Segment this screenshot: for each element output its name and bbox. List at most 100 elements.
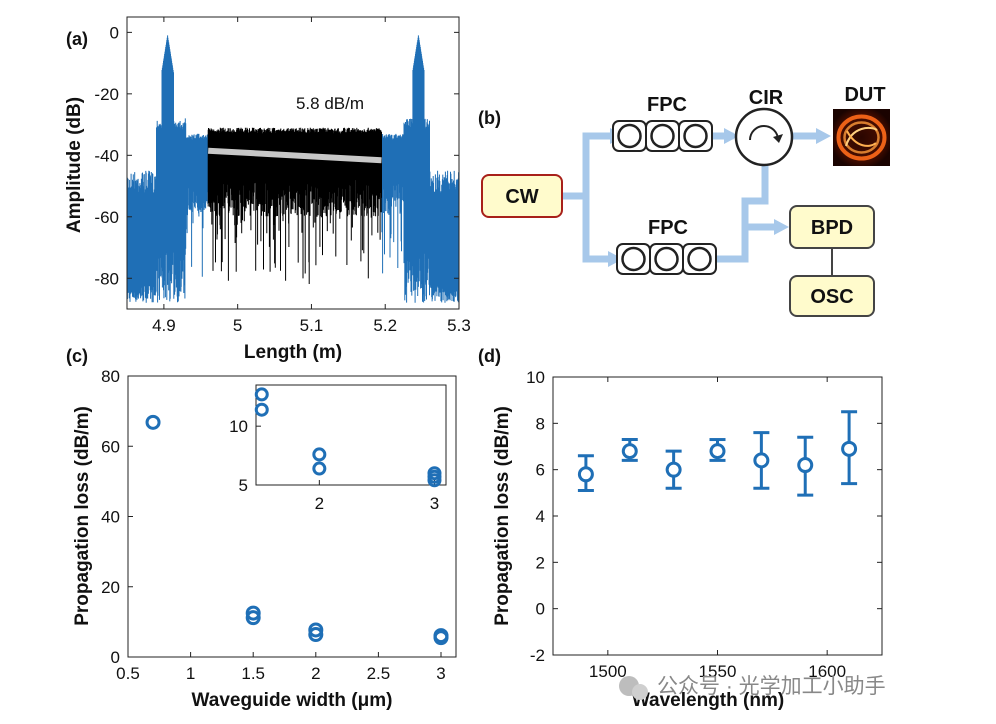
circulator-arrow-icon — [773, 134, 783, 143]
data-point — [665, 461, 682, 478]
bpd-label: BPD — [811, 217, 853, 239]
data-point — [145, 414, 161, 430]
x-axis-label-d: Wavelength (nm) — [632, 690, 784, 711]
x-tick-label: 1550 — [699, 662, 737, 681]
dut-label: DUT — [844, 84, 885, 106]
circulator-icon — [734, 107, 794, 167]
fiber-cw-to-fpc-bottom — [558, 192, 615, 263]
x-tick-label: 5.1 — [300, 316, 324, 335]
y-axis-label-d: Propagation loss (dB/m) — [492, 406, 513, 626]
y-tick-label: -20 — [94, 85, 119, 104]
y-tick-label: 5 — [239, 476, 248, 495]
x-tick-label: 1 — [186, 664, 195, 683]
fpc-top-paddles — [612, 120, 713, 152]
x-tick-label: 5.3 — [447, 316, 471, 335]
panel-b-setup: (b) CW FPC — [478, 84, 890, 317]
data-point — [753, 452, 770, 469]
reflection-trace-line — [127, 35, 459, 303]
data-point — [308, 622, 324, 638]
panel-c-label: (c) — [66, 346, 88, 366]
loss-annotation: 5.8 dB/m — [296, 94, 364, 113]
y-tick-label: 10 — [526, 368, 545, 387]
x-tick-label: 0.5 — [116, 664, 140, 683]
x-tick-label: 2 — [315, 494, 324, 513]
fiber-cw-to-fpc-top — [558, 132, 617, 200]
x-tick-label: 5.2 — [373, 316, 397, 335]
y-axis-label-c: Propagation loss (dB/m) — [72, 406, 93, 626]
watermark-text: 公众号 · 光学加工小助手 — [657, 675, 886, 698]
data-point — [245, 610, 261, 626]
inset-data-point — [312, 461, 327, 476]
watermark: 公众号 · 光学加工小助手 — [619, 675, 886, 700]
panel-b-label: (b) — [478, 108, 501, 128]
cw-label: CW — [505, 186, 538, 208]
y-tick-label: -2 — [530, 646, 545, 665]
y-tick-label: 10 — [229, 417, 248, 436]
x-tick-label: 1600 — [808, 662, 846, 681]
panel-a-label: (a) — [66, 29, 88, 49]
fiber-paths — [558, 132, 824, 263]
y-tick-label: 40 — [101, 508, 120, 527]
fiber-cir-to-bpd-and-fpc-bottom — [712, 160, 769, 263]
inset-data-point — [427, 473, 442, 488]
inset-data-point — [254, 402, 269, 417]
circulator-arc-icon — [749, 125, 779, 141]
inset-frame — [255, 384, 447, 486]
x-tick-label: 3 — [436, 664, 445, 683]
arrow-to-bpd — [774, 219, 789, 235]
arrow-to-cir — [724, 128, 739, 144]
y-tick-label: 0 — [110, 23, 119, 42]
inset-data-point — [312, 447, 327, 462]
y-tick-label: 80 — [101, 367, 120, 386]
y-tick-label: 60 — [101, 437, 120, 456]
axes-frame-a — [126, 16, 460, 310]
panel-d: (d) 1500 1550 1600 -2 0 2 4 6 8 10 Wavelength (nm… — [478, 346, 883, 711]
fpc-bottom-paddles — [616, 243, 717, 275]
x-tick-label: 1500 — [589, 662, 627, 681]
osc-label: OSC — [810, 286, 853, 308]
data-point — [797, 457, 814, 474]
y-tick-label: 20 — [101, 578, 120, 597]
data-point — [841, 440, 858, 457]
x-axis-label-c: Waveguide width (μm) — [192, 690, 393, 711]
inset-data-point — [254, 387, 269, 402]
y-tick-label: -80 — [94, 269, 119, 288]
panel-c: (c) 0.5 1 1.5 2 2.5 3 0 20 40 60 80 2 3 5 10 Waveguid… — [66, 346, 457, 711]
panel-a: (a) 4.9 5 5.1 5.2 5.30-20-40-60-80 5.8 dB/m … — [64, 16, 471, 363]
data-point — [245, 605, 261, 621]
y-tick-label: 4 — [536, 507, 545, 526]
cir-label: CIR — [749, 87, 784, 109]
x-tick-label: 2.5 — [367, 664, 391, 683]
x-tick-label: 3 — [430, 494, 439, 513]
osc-box — [789, 275, 875, 317]
fpc-bottom-label: FPC — [648, 217, 688, 239]
axes-frame-d — [552, 376, 883, 656]
y-axis-label-a: Amplitude (dB) — [64, 97, 85, 233]
cw-laser-box — [481, 174, 563, 218]
data-point — [308, 627, 324, 643]
data-point — [577, 466, 594, 483]
fpc-top-label: FPC — [647, 94, 687, 116]
x-tick-label: 5 — [233, 316, 242, 335]
x-tick-label: 4.9 — [152, 316, 176, 335]
data-point — [621, 443, 638, 460]
x-axis-label-a: Length (m) — [244, 342, 342, 363]
linear-fit-line — [207, 147, 382, 164]
arrow-to-dut — [816, 128, 831, 144]
y-tick-label: 2 — [536, 553, 545, 572]
data-point — [433, 630, 449, 646]
y-tick-label: 0 — [536, 600, 545, 619]
wechat-icon-small-bubble — [632, 684, 648, 700]
y-tick-label: -40 — [94, 146, 119, 165]
data-point — [709, 443, 726, 460]
y-tick-label: -60 — [94, 208, 119, 227]
y-tick-label: 0 — [111, 648, 120, 667]
x-tick-label: 1.5 — [241, 664, 265, 683]
x-tick-label: 2 — [311, 664, 320, 683]
panel-d-label: (d) — [478, 346, 501, 366]
dut-spiral-image — [833, 109, 890, 166]
arrow-to-fpc-bottom — [608, 251, 623, 267]
y-tick-label: 6 — [536, 461, 545, 480]
y-tick-label: 8 — [536, 414, 545, 433]
